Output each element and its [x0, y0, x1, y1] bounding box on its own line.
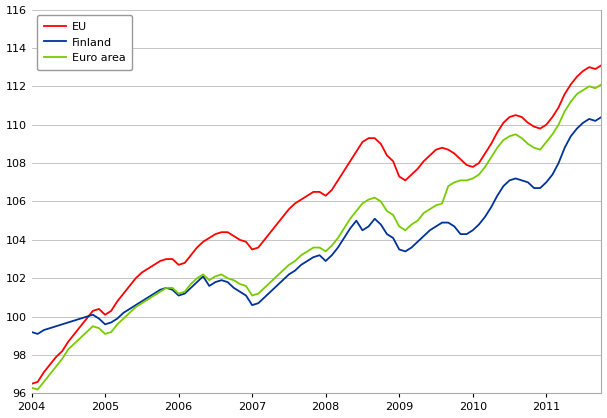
EU — [604, 55, 607, 60]
EU — [46, 362, 53, 367]
Euro area — [28, 385, 35, 390]
EU — [212, 232, 219, 237]
Euro area — [34, 387, 41, 392]
Line: EU: EU — [32, 19, 607, 384]
Euro area — [194, 276, 201, 281]
EU — [341, 168, 348, 173]
Finland — [28, 329, 35, 334]
Line: Euro area: Euro area — [32, 61, 607, 390]
EU — [187, 253, 194, 258]
EU — [28, 381, 35, 386]
Euro area — [52, 364, 59, 369]
Line: Finland: Finland — [32, 42, 607, 334]
Legend: EU, Finland, Euro area: EU, Finland, Euro area — [37, 15, 132, 70]
Finland — [218, 278, 225, 283]
Finland — [194, 280, 201, 285]
Euro area — [218, 272, 225, 277]
Euro area — [347, 216, 354, 221]
Finland — [34, 331, 41, 336]
Finland — [52, 324, 59, 329]
Finland — [347, 226, 354, 231]
